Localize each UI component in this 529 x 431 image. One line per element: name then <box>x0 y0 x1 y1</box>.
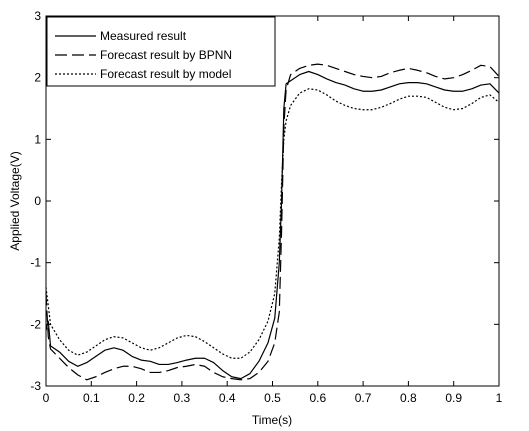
y-tick-label: -2 <box>30 317 41 331</box>
legend-label-model: Forecast result by model <box>100 67 231 81</box>
x-tick-label: 0.9 <box>445 391 462 405</box>
x-tick-label: 0.8 <box>400 391 417 405</box>
series-line-bpnn <box>45 63 500 381</box>
y-tick-label: 0 <box>34 194 41 208</box>
x-tick-label: 0.6 <box>309 391 326 405</box>
x-tick-label: 0.7 <box>355 391 372 405</box>
series-line-measured <box>45 70 500 380</box>
series-line-model <box>45 88 500 359</box>
series-layer <box>45 63 500 381</box>
axis-tick-labels: 0 0.1 0.2 0.3 0.4 0.5 0.6 0.7 0.8 0.9 1 -3 -2 -1 0 1 2 3 <box>30 9 502 405</box>
y-tick-label: 3 <box>34 9 41 23</box>
legend: Measured result Forecast result by BPNN … <box>46 16 276 87</box>
y-tick-label: 2 <box>34 71 41 85</box>
x-tick-label: 0 <box>43 391 50 405</box>
x-tick-label: 0.5 <box>264 391 281 405</box>
x-tick-label: 0.1 <box>83 391 100 405</box>
x-tick-label: 0.3 <box>174 391 191 405</box>
y-tick-label: -3 <box>30 379 41 393</box>
x-tick-label: 0.4 <box>219 391 236 405</box>
y-tick-label: 1 <box>34 132 41 146</box>
x-tick-label: 0.2 <box>128 391 145 405</box>
y-axis-title: Applied Voltage(V) <box>8 151 22 250</box>
x-axis-title: Time(s) <box>252 413 292 427</box>
legend-label-bpnn: Forecast result by BPNN <box>100 48 232 62</box>
y-tick-label: -1 <box>30 256 41 270</box>
legend-label-measured: Measured result <box>100 29 187 43</box>
x-tick-label: 1 <box>496 391 503 405</box>
